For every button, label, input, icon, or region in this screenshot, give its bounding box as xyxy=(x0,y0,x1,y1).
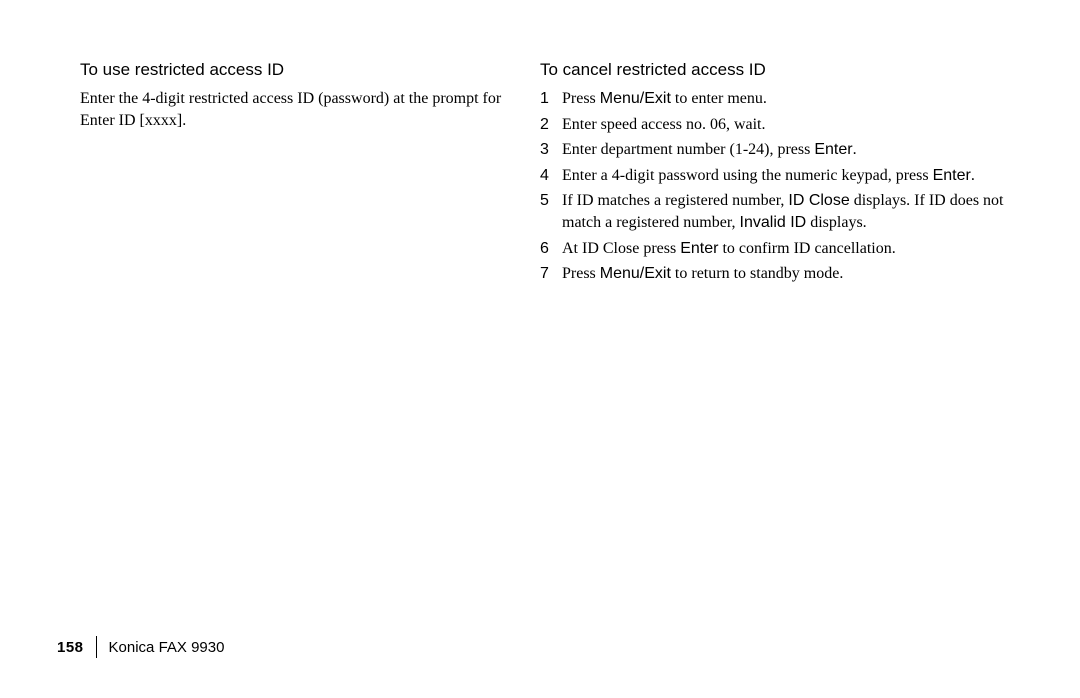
step-number: 1 xyxy=(540,88,562,110)
step-fragment: At ID Close press xyxy=(562,240,680,257)
step-fragment: Press xyxy=(562,90,600,107)
page-footer: 158 Konica FAX 9930 xyxy=(57,636,224,658)
step-item: 5 If ID matches a registered number, ID … xyxy=(540,190,1020,233)
step-fragment: to enter menu. xyxy=(671,90,767,107)
step-item: 4 Enter a 4-digit password using the num… xyxy=(540,165,1020,187)
step-item: 6 At ID Close press Enter to confirm ID … xyxy=(540,238,1020,260)
step-fragment: Press xyxy=(562,265,600,282)
step-text: At ID Close press Enter to confirm ID ca… xyxy=(562,238,1020,260)
key-label: Invalid ID xyxy=(740,214,807,231)
use-id-heading: To use restricted access ID xyxy=(80,60,510,80)
footer-divider xyxy=(96,636,97,658)
key-label: Enter xyxy=(680,240,718,257)
step-text: If ID matches a registered number, ID Cl… xyxy=(562,190,1020,233)
key-label: ID Close xyxy=(788,192,849,209)
step-text: Press Menu/Exit to enter menu. xyxy=(562,88,1020,110)
step-fragment: displays. xyxy=(806,214,866,231)
key-label: Enter xyxy=(933,167,971,184)
key-label: Menu/Exit xyxy=(600,265,671,282)
step-item: 2 Enter speed access no. 06, wait. xyxy=(540,114,1020,136)
step-number: 7 xyxy=(540,263,562,285)
step-fragment: If ID matches a registered number, xyxy=(562,192,788,209)
step-fragment: . xyxy=(853,141,857,158)
use-id-paragraph: Enter the 4-digit restricted access ID (… xyxy=(80,88,510,131)
cancel-id-heading: To cancel restricted access ID xyxy=(540,60,1020,80)
page-number: 158 xyxy=(57,639,84,656)
step-number: 4 xyxy=(540,165,562,187)
cancel-id-steps: 1 Press Menu/Exit to enter menu. 2 Enter… xyxy=(540,88,1020,285)
step-number: 6 xyxy=(540,238,562,260)
step-text: Enter department number (1-24), press En… xyxy=(562,139,1020,161)
right-column: To cancel restricted access ID 1 Press M… xyxy=(540,60,1020,289)
step-number: 3 xyxy=(540,139,562,161)
left-column: To use restricted access ID Enter the 4-… xyxy=(80,60,510,289)
key-label: Enter xyxy=(814,141,852,158)
key-label: Menu/Exit xyxy=(600,90,671,107)
step-number: 5 xyxy=(540,190,562,212)
product-name: Konica FAX 9930 xyxy=(109,639,225,656)
step-text: Enter speed access no. 06, wait. xyxy=(562,114,1020,136)
manual-page: To use restricted access ID Enter the 4-… xyxy=(0,0,1080,698)
step-fragment: to confirm ID cancellation. xyxy=(718,240,895,257)
step-item: 3 Enter department number (1-24), press … xyxy=(540,139,1020,161)
step-fragment: Enter department number (1-24), press xyxy=(562,141,814,158)
step-fragment: . xyxy=(971,167,975,184)
step-item: 1 Press Menu/Exit to enter menu. xyxy=(540,88,1020,110)
step-fragment: Enter a 4-digit password using the numer… xyxy=(562,167,933,184)
step-item: 7 Press Menu/Exit to return to standby m… xyxy=(540,263,1020,285)
step-text: Press Menu/Exit to return to standby mod… xyxy=(562,263,1020,285)
step-number: 2 xyxy=(540,114,562,136)
step-fragment: to return to standby mode. xyxy=(671,265,843,282)
step-text: Enter a 4-digit password using the numer… xyxy=(562,165,1020,187)
two-column-layout: To use restricted access ID Enter the 4-… xyxy=(80,60,1020,289)
